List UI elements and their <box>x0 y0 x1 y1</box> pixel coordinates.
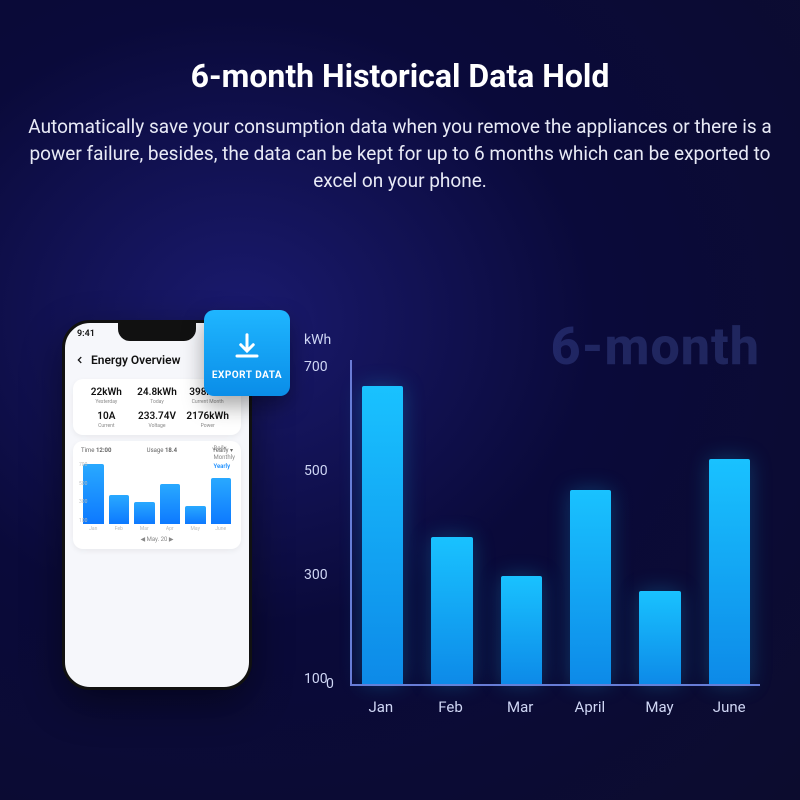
stat-cell: 233.74VVoltage <box>132 411 183 429</box>
mini-bar <box>160 484 181 524</box>
big-bar <box>639 591 680 684</box>
big-bar <box>570 490 611 684</box>
screen-title: Energy Overview <box>91 353 180 367</box>
mini-bar <box>134 502 155 524</box>
mini-bar <box>211 478 232 524</box>
stat-cell: 24.8kWhToday <box>132 387 183 405</box>
stat-cell: 10ACurrent <box>81 411 132 429</box>
download-icon <box>232 331 262 364</box>
big-bar-chart: 6-month kWh 700500300100 0 JanFebMarApri… <box>310 338 760 720</box>
x-tick-label: Jan <box>360 690 402 720</box>
y-axis-zero: 0 <box>326 676 334 692</box>
range-menu-item[interactable]: Daily <box>213 445 235 452</box>
x-tick-label: May <box>639 690 681 720</box>
mini-bar <box>185 506 206 524</box>
mini-chart-footer: ◀ May. 20 ▶ <box>79 536 235 543</box>
y-axis-unit: kWh <box>304 332 331 348</box>
x-tick-label: Feb <box>430 690 472 720</box>
big-bar <box>501 576 542 684</box>
x-axis-ticks: Jan Feb Mar April May June <box>350 690 760 720</box>
mini-chart-card: Time 12:00 Usage 18.4 Yearly ▾ DailyMont… <box>73 441 241 549</box>
x-tick-label: June <box>708 690 750 720</box>
x-tick-label: April <box>569 690 611 720</box>
stat-cell: 22kWhYesterday <box>81 387 132 405</box>
x-tick-label: Mar <box>499 690 541 720</box>
big-bar <box>362 386 403 684</box>
mini-x-axis: JanFebMarAprMayJune <box>79 524 235 532</box>
plot-area: 0 <box>350 360 760 686</box>
phone-notch <box>118 323 196 341</box>
y-axis-ticks: 700500300100 <box>304 360 340 686</box>
mini-bar-chart: 700500300100 <box>79 462 235 524</box>
back-icon[interactable] <box>75 350 85 369</box>
big-bar <box>431 537 472 684</box>
stat-cell: 2176kWhPower <box>182 411 233 429</box>
mini-bar <box>109 495 130 524</box>
export-label: EXPORT DATA <box>212 370 282 381</box>
page-title: 6-month Historical Data Hold <box>28 56 772 96</box>
mini-meta-time: Time 12:00 <box>81 447 111 454</box>
range-menu-item[interactable]: Monthly <box>213 454 235 461</box>
export-data-button[interactable]: EXPORT DATA <box>204 310 290 396</box>
page-subtitle: Automatically save your consumption data… <box>28 114 772 195</box>
phone-mock: 9:41 ●●● ▮ Energy Overview 22kWhYesterda… <box>62 320 252 690</box>
statusbar-time: 9:41 <box>77 329 95 340</box>
big-bar <box>709 459 750 684</box>
mini-meta-usage: Usage 18.4 <box>147 447 177 454</box>
